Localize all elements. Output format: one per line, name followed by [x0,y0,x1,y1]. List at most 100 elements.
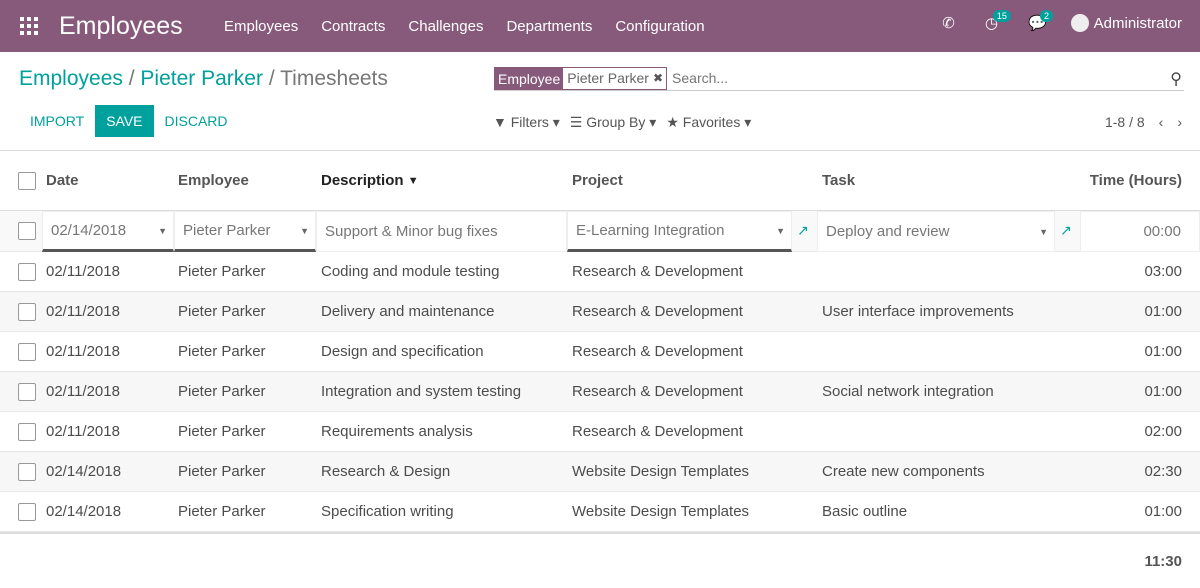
cell-time: 01:00 [1144,303,1182,320]
systray: ✆ ◷ 15 💬 2 Administrator [942,10,1182,32]
caret-down-icon: ▼ [158,225,167,236]
table-row[interactable]: 02/14/2018 Pieter Parker Research & Desi… [0,452,1200,492]
cell-description: Research & Design [321,463,451,480]
star-icon: ★ [666,114,679,130]
messages-icon[interactable]: 💬 2 [1028,10,1053,32]
menu-employees[interactable]: Employees [224,18,299,35]
cell-description: Delivery and maintenance [321,303,495,320]
pager-next-icon[interactable]: › [1177,114,1182,130]
menu-challenges[interactable]: Challenges [408,18,484,35]
row-checkbox[interactable] [18,503,36,521]
column-time[interactable]: Time (Hours) [1089,172,1182,189]
caret-down-icon: ▼ [1039,226,1048,237]
cell-employee: Pieter Parker [178,463,266,480]
external-link-icon[interactable]: ↗ [1060,222,1072,238]
cell-description: Design and specification [321,343,484,360]
table-row[interactable]: 02/11/2018 Pieter Parker Requirements an… [0,412,1200,452]
user-menu[interactable]: Administrator [1093,14,1182,32]
cell-project: Website Design Templates [572,503,750,520]
avatar[interactable] [1070,14,1089,32]
cell-project: Research & Development [572,263,743,280]
row-checkbox[interactable] [18,343,36,361]
employee-field[interactable]: Pieter Parker ▼ [174,211,316,252]
cell-employee: Pieter Parker [178,503,266,520]
table-row[interactable]: 02/11/2018 Pieter Parker Design and spec… [0,332,1200,372]
menu-configuration[interactable]: Configuration [615,18,705,35]
description-field[interactable]: Support & Minor bug fixes [316,211,567,252]
row-checkbox[interactable] [18,423,36,441]
task-field[interactable]: Deploy and review ▼ [817,211,1055,252]
row-checkbox[interactable] [18,222,36,240]
save-button[interactable]: SAVE [95,105,154,137]
table-row[interactable]: 02/11/2018 Pieter Parker Delivery and ma… [0,292,1200,332]
breadcrumb-current: Timesheets [280,67,388,90]
total-hours: 11:30 [1144,553,1182,570]
table-row[interactable]: 02/14/2018 Pieter Parker Specification w… [0,492,1200,532]
row-checkbox[interactable] [18,263,36,281]
filters-dropdown[interactable]: ▼ Filters ▾ [493,114,560,130]
row-checkbox[interactable] [18,383,36,401]
phone-icon[interactable]: ✆ [942,15,955,32]
cell-task: User interface improvements [822,303,1014,320]
cell-time: 03:00 [1144,263,1182,280]
breadcrumb-employees[interactable]: Employees [19,67,123,90]
cell-employee: Pieter Parker [178,423,266,440]
cell-task: Create new components [822,463,985,480]
cell-project: Research & Development [572,343,743,360]
sort-desc-icon: ▼ [407,174,419,187]
cell-project: Research & Development [572,423,743,440]
cell-description: Specification writing [321,503,454,520]
breadcrumb-pieter-parker[interactable]: Pieter Parker [140,67,263,90]
cell-employee: Pieter Parker [178,263,266,280]
app-title: Employees [59,12,183,40]
cell-task: Social network integration [822,383,994,400]
list-icon: ☰ [569,114,583,130]
table-row[interactable]: 02/11/2018 Pieter Parker Coding and modu… [0,252,1200,292]
cell-date: 02/11/2018 [46,303,120,320]
discard-button[interactable]: DISCARD [164,113,228,129]
pager-previous-icon[interactable]: ‹ [1158,114,1164,130]
project-field[interactable]: E-Learning Integration ▼ [567,211,792,252]
import-button[interactable]: IMPORT [30,113,85,129]
column-project[interactable]: Project [572,172,623,189]
cell-employee: Pieter Parker [178,303,266,320]
table-row[interactable]: 02/11/2018 Pieter Parker Integration and… [0,372,1200,412]
date-field[interactable]: 02/14/2018 ▼ [42,211,174,252]
cell-project: Research & Development [572,383,743,400]
activity-icon[interactable]: ◷ 15 [985,10,1011,32]
cell-employee: Pieter Parker [178,383,266,400]
menu-contracts[interactable]: Contracts [321,18,386,35]
select-all-checkbox[interactable] [18,172,36,190]
cell-date: 02/14/2018 [46,463,122,480]
menu-departments[interactable]: Departments [506,18,593,35]
main-menu: Employees Contracts Challenges Departmen… [224,18,705,35]
apps-menu-icon[interactable] [20,17,38,35]
column-task[interactable]: Task [822,172,856,189]
column-description[interactable]: Description ▼ [321,172,419,189]
pager-value[interactable]: 1-8 / 8 [1104,114,1145,130]
favorites-dropdown[interactable]: ★ Favorites ▾ [666,114,752,130]
search-input[interactable] [672,70,1184,86]
timesheet-table: Date Employee Description ▼ Project Task… [0,150,1200,532]
cell-date: 02/11/2018 [46,263,120,280]
external-link-icon[interactable]: ↗ [797,222,809,238]
cell-time: 02:00 [1144,423,1182,440]
caret-down-icon: ▼ [300,225,309,236]
cell-description: Coding and module testing [321,263,500,280]
row-checkbox[interactable] [18,463,36,481]
cell-description: Integration and system testing [321,383,522,400]
cell-employee: Pieter Parker [178,343,266,360]
column-employee[interactable]: Employee [178,172,249,189]
column-date[interactable]: Date [46,172,79,189]
cell-task: Basic outline [822,503,908,520]
cell-date: 02/11/2018 [46,423,120,440]
remove-facet-icon[interactable]: ✖ [652,71,664,85]
table-header: Date Employee Description ▼ Project Task… [0,151,1200,211]
search-icon[interactable]: ⚲ [1170,71,1182,88]
cell-project: Website Design Templates [572,463,750,480]
cell-date: 02/11/2018 [46,383,120,400]
time-field[interactable]: 00:00 [1080,211,1200,252]
editable-row: 02/14/2018 ▼ Pieter Parker ▼ Support & Min… [0,211,1200,252]
group-by-dropdown[interactable]: ☰ Group By ▾ [569,114,657,130]
row-checkbox[interactable] [18,303,36,321]
